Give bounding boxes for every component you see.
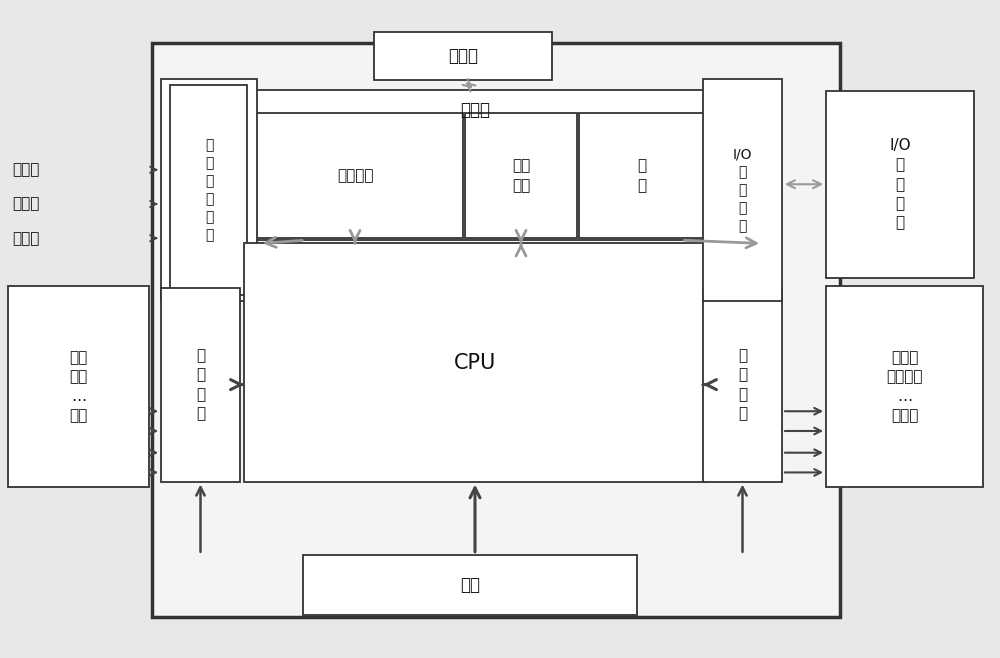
FancyBboxPatch shape xyxy=(826,91,974,278)
Text: 数
据: 数 据 xyxy=(637,159,646,193)
FancyBboxPatch shape xyxy=(8,286,149,487)
Text: 电源: 电源 xyxy=(460,576,480,594)
Text: 打印机: 打印机 xyxy=(12,163,39,177)
Text: 存储器: 存储器 xyxy=(460,101,490,119)
FancyBboxPatch shape xyxy=(152,43,840,617)
FancyBboxPatch shape xyxy=(703,79,782,301)
FancyBboxPatch shape xyxy=(703,288,782,482)
Text: 计算机: 计算机 xyxy=(12,197,39,211)
Text: 按钮
触点
…
开关: 按钮 触点 … 开关 xyxy=(69,350,88,423)
Text: 外
部
设
备
接
口: 外 部 设 备 接 口 xyxy=(205,139,213,241)
FancyBboxPatch shape xyxy=(465,113,577,238)
FancyBboxPatch shape xyxy=(244,90,706,240)
Text: 指示灯
电磁线圈
…
电磁阀: 指示灯 电磁线圈 … 电磁阀 xyxy=(886,350,923,423)
Text: I/O
扩
展
单
元: I/O 扩 展 单 元 xyxy=(889,138,911,230)
FancyBboxPatch shape xyxy=(579,113,704,238)
Text: CPU: CPU xyxy=(454,353,496,372)
FancyBboxPatch shape xyxy=(161,79,257,301)
FancyBboxPatch shape xyxy=(303,555,637,615)
FancyBboxPatch shape xyxy=(826,286,983,487)
Text: I/O
扩
展
接
口: I/O 扩 展 接 口 xyxy=(733,147,752,233)
Text: 扫描仪: 扫描仪 xyxy=(12,231,39,245)
Text: 系统程序: 系统程序 xyxy=(337,168,373,183)
Text: 用户
程序: 用户 程序 xyxy=(512,159,530,193)
Text: 输
入
接
口: 输 入 接 口 xyxy=(196,348,205,421)
Text: 编程器: 编程器 xyxy=(448,47,478,65)
FancyBboxPatch shape xyxy=(247,113,463,238)
FancyBboxPatch shape xyxy=(374,32,552,80)
Text: 输
出
接
口: 输 出 接 口 xyxy=(738,348,747,421)
FancyBboxPatch shape xyxy=(170,85,247,295)
FancyBboxPatch shape xyxy=(161,288,240,482)
FancyBboxPatch shape xyxy=(244,243,706,482)
